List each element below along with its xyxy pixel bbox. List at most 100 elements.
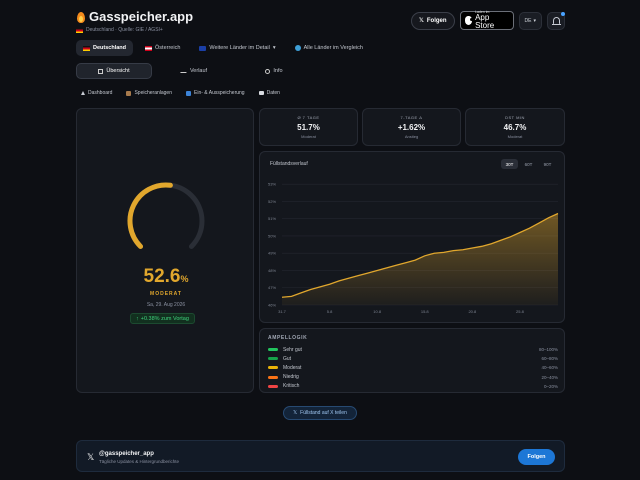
- austria-flag-icon: [145, 45, 153, 51]
- app-store-small: Laden im: [475, 9, 490, 14]
- legend-swatch: [268, 375, 278, 379]
- y-tick-label: 51%: [268, 216, 276, 221]
- language-value: DE: [524, 17, 532, 24]
- legend-item-name: Gut: [283, 355, 292, 362]
- y-tick-label: 47%: [268, 285, 276, 290]
- stat-label: DST MIN: [505, 115, 525, 120]
- x-tick-label: 5.8: [327, 309, 333, 314]
- fill-level-number: 52.6: [143, 266, 181, 287]
- tab-verlauf[interactable]: Verlauf: [156, 63, 232, 79]
- stat-value: 46.7%: [503, 123, 527, 132]
- legend-swatch: [268, 384, 278, 388]
- traffic-light-legend: AMPELLOGIK Sehr gut 80–100% Gut 60–80% Moder…: [259, 328, 565, 393]
- app-store-big: App Store: [475, 13, 495, 31]
- legend-item-name: Niedrig: [283, 374, 299, 381]
- fill-gauge: [127, 182, 205, 249]
- x-logo-icon: 𝕏: [293, 410, 298, 416]
- legend-swatch: [268, 357, 278, 361]
- share-on-x-button[interactable]: 𝕏 Füllstand auf X teilen: [283, 406, 357, 420]
- y-tick-label: 49%: [268, 251, 276, 256]
- nav-label: Dashboard: [88, 90, 113, 96]
- app-title-text: Gasspeicher.app: [89, 9, 194, 24]
- follow-x-button[interactable]: 𝕏 Folgen: [411, 11, 455, 30]
- tab-label: Verlauf: [189, 68, 208, 74]
- notification-dot: [561, 11, 565, 16]
- x-card-subtitle: Tägliche Updates & Hintergrundberichte: [99, 459, 180, 464]
- stat-card-min: DST MIN 46.7% Moderat: [465, 108, 565, 146]
- stat-value: +1.62%: [397, 123, 426, 132]
- chevron-down-icon: ▾: [272, 45, 276, 51]
- daily-change-badge: ↑ +0.38% zum Vortag: [130, 313, 195, 324]
- language-select[interactable]: DE ▾: [518, 11, 542, 30]
- legend-list: Sehr gut 80–100% Gut 60–80% Moderat 40–60% Nie…: [268, 345, 558, 391]
- x-tick-label: 10.8: [373, 309, 382, 314]
- tab-label: Info: [273, 68, 283, 74]
- dashboard-icon: [81, 91, 85, 95]
- stat-sub: Moderat: [507, 134, 523, 139]
- app-title[interactable]: Gasspeicher.app: [76, 9, 193, 24]
- app-store-text: Laden im App Store: [475, 9, 508, 31]
- tab-label: Österreich: [155, 45, 181, 51]
- y-tick-label: 53%: [268, 182, 276, 187]
- tab-label: Übersicht: [106, 68, 130, 74]
- apple-icon: [464, 16, 473, 25]
- range-tabs: 30T 60T 90T: [501, 159, 556, 169]
- range-tab-30t[interactable]: 30T: [501, 159, 518, 169]
- stat-label: Ø 7 TAGE: [297, 115, 320, 120]
- flame-icon: [76, 11, 86, 23]
- x-logo-icon: 𝕏: [419, 18, 424, 24]
- y-tick-label: 48%: [268, 268, 276, 273]
- legend-item: Gut 60–80%: [268, 354, 558, 363]
- tab-label: Alle Länder im Vergleich: [303, 45, 363, 51]
- x-tick-label: 15.8: [421, 309, 430, 314]
- legend-item: Niedrig 20–40%: [268, 373, 558, 382]
- range-tab-90t[interactable]: 90T: [543, 161, 552, 167]
- nav-speicheranlagen[interactable]: Speicheranlagen: [121, 87, 177, 99]
- storage-icon: [126, 90, 132, 96]
- fill-level-gauge-card: 52.6% MODERAT Sa, 29. Aug 2026 ↑ +0.38% …: [76, 108, 254, 393]
- gauge-fill: [127, 182, 173, 249]
- nav-dashboard[interactable]: Dashboard: [76, 87, 117, 99]
- y-tick-label: 46%: [268, 303, 276, 308]
- fill-level-date: Sa, 29. Aug 2026: [146, 302, 186, 308]
- tab-info[interactable]: Info: [236, 63, 312, 79]
- daily-change-text: +0.38% zum Vortag: [140, 315, 189, 322]
- legend-item-name: Kritisch: [283, 383, 300, 390]
- legend-item-name: Moderat: [283, 364, 302, 371]
- y-tick-label: 52%: [268, 199, 276, 204]
- notifications-button[interactable]: [547, 11, 565, 30]
- fill-level-status: MODERAT: [150, 291, 182, 297]
- stat-sub: Moderat: [301, 134, 316, 139]
- fill-history-chart: 53% 52% 51% 50% 49% 48% 47% 46% 31.7 5.8 10.8 15.8…: [268, 182, 559, 314]
- stat-card-avg-7d: Ø 7 TAGE 51.7% Moderat: [259, 108, 358, 146]
- data-icon: [258, 91, 264, 95]
- footer-follow-button[interactable]: Folgen: [518, 449, 555, 465]
- stat-card-delta-7d: 7-TAGE Δ +1.62% Anstieg: [362, 108, 461, 146]
- arrow-up-icon: ↑: [136, 315, 139, 322]
- brand: Gasspeicher.app Deutschland · Quelle: GI…: [76, 9, 193, 33]
- header-actions: 𝕏 Folgen Laden im App Store DE ▾: [411, 9, 565, 31]
- fill-history-chart-card: 53% 52% 51% 50% 49% 48% 47% 46% 31.7 5.8 10.8 15.8…: [259, 151, 565, 323]
- follow-x-label: Folgen: [426, 17, 447, 24]
- stat-sub: Anstieg: [404, 134, 419, 139]
- globe-icon: [294, 45, 301, 51]
- legend-item: Kritisch 0–20%: [268, 382, 558, 391]
- nav-ein-ausspeicherung[interactable]: Ein- & Ausspeicherung: [181, 87, 250, 99]
- tab-oesterreich[interactable]: Österreich: [138, 40, 187, 56]
- x-tick-label: 31.7: [278, 309, 287, 314]
- app-subtitle-text: Deutschland · Quelle: GIE / AGSI+: [86, 27, 163, 33]
- legend-item-range: 80–100%: [538, 347, 558, 353]
- tab-alle-laender[interactable]: Alle Länder im Vergleich: [288, 40, 370, 56]
- chevron-down-icon: ▾: [533, 17, 536, 24]
- nav-daten[interactable]: Daten: [254, 87, 285, 99]
- legend-item-range: 20–40%: [541, 374, 558, 380]
- germany-flag-icon: [83, 45, 90, 51]
- tab-deutschland[interactable]: Deutschland: [76, 40, 134, 56]
- stat-value: 51.7%: [297, 123, 320, 132]
- tab-weitere-laender[interactable]: Weitere Länder im Detail ▾: [192, 40, 282, 56]
- x-tick-label: 20.8: [468, 309, 477, 314]
- app-store-badge[interactable]: Laden im App Store: [459, 9, 514, 31]
- tab-uebersicht[interactable]: Übersicht: [76, 63, 152, 79]
- range-tab-60t[interactable]: 60T: [524, 161, 533, 167]
